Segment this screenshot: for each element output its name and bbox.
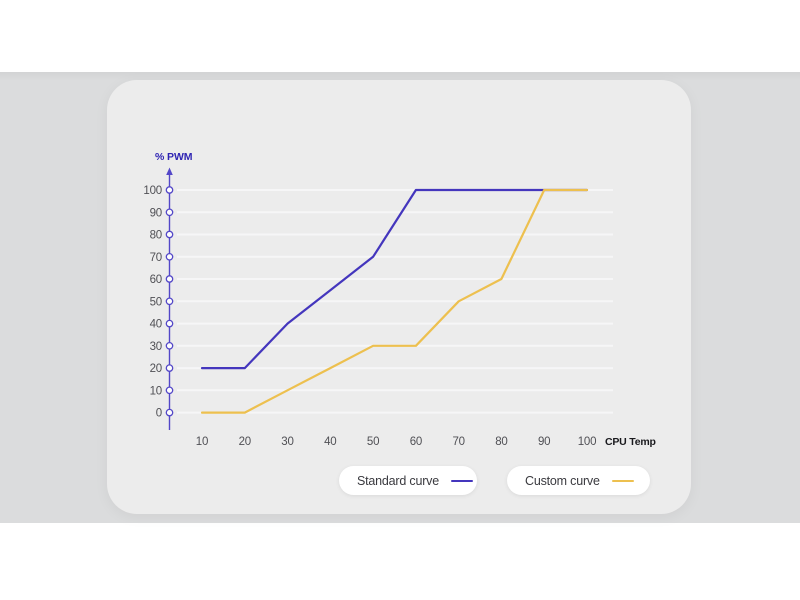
y-tick-label: 100 xyxy=(143,185,162,197)
standard-curve-line xyxy=(200,188,589,370)
x-tick-label: 70 xyxy=(452,436,464,448)
y-axis-arrow-icon xyxy=(166,167,173,175)
y-axis-tick-marker xyxy=(165,341,174,350)
fan-curve-chart: 0 10 20 30 40 50 60 70 80 90 100 10 20 30 40 50 60 70 80 90… xyxy=(143,151,656,448)
custom-curve-swatch-icon xyxy=(611,479,634,482)
x-tick-label: 80 xyxy=(495,436,507,448)
x-tick-label: 30 xyxy=(281,436,293,448)
legend-standard-curve-label: Standard curve xyxy=(357,473,439,488)
y-axis-tick-marker xyxy=(165,186,174,194)
y-axis-tick-marker xyxy=(165,252,174,261)
legend-standard-curve-button[interactable]: Standard curve xyxy=(339,466,477,495)
legend-custom-curve-button[interactable]: Custom curve xyxy=(507,466,650,495)
x-tick-label: 90 xyxy=(538,436,550,448)
fan-curve-card: 0 10 20 30 40 50 60 70 80 90 100 10 20 30 40 50 60 70 80 90… xyxy=(107,80,691,514)
y-tick-label: 10 xyxy=(150,385,162,397)
standard-curve-swatch-icon xyxy=(450,479,473,482)
y-axis-title: % PWM xyxy=(155,151,193,163)
x-axis-title: CPU Temp xyxy=(605,436,656,448)
x-tick-label: 100 xyxy=(578,436,597,448)
y-axis-tick-marker xyxy=(165,208,174,217)
x-tick-label: 10 xyxy=(196,436,208,448)
y-tick-label: 90 xyxy=(150,207,162,219)
y-axis xyxy=(165,167,174,430)
custom-curve-line xyxy=(200,188,589,414)
y-tick-label: 0 xyxy=(156,408,162,420)
y-tick-label: 80 xyxy=(150,230,162,242)
tick-labels: 0 10 20 30 40 50 60 70 80 90 100 10 20 30 40 50 60 70 80 90… xyxy=(143,185,596,448)
y-tick-label: 70 xyxy=(150,252,162,264)
y-tick-label: 50 xyxy=(150,296,162,308)
y-axis-tick-marker xyxy=(165,275,174,283)
y-tick-label: 30 xyxy=(150,341,162,353)
y-axis-tick-marker xyxy=(165,386,174,395)
curves xyxy=(200,188,589,414)
legend-custom-curve-label: Custom curve xyxy=(525,473,600,488)
y-axis-tick-marker xyxy=(165,408,174,417)
y-axis-tick-marker xyxy=(165,364,174,372)
y-axis-tick-marker xyxy=(165,230,174,239)
x-tick-label: 60 xyxy=(410,436,422,448)
y-axis-tick-marker xyxy=(165,319,174,328)
y-axis-tick-marker xyxy=(165,297,174,306)
y-tick-label: 60 xyxy=(150,274,162,286)
x-tick-label: 40 xyxy=(324,436,336,448)
x-tick-label: 50 xyxy=(367,436,379,448)
x-tick-label: 20 xyxy=(239,436,251,448)
y-tick-label: 20 xyxy=(150,363,162,375)
y-tick-label: 40 xyxy=(150,319,162,331)
